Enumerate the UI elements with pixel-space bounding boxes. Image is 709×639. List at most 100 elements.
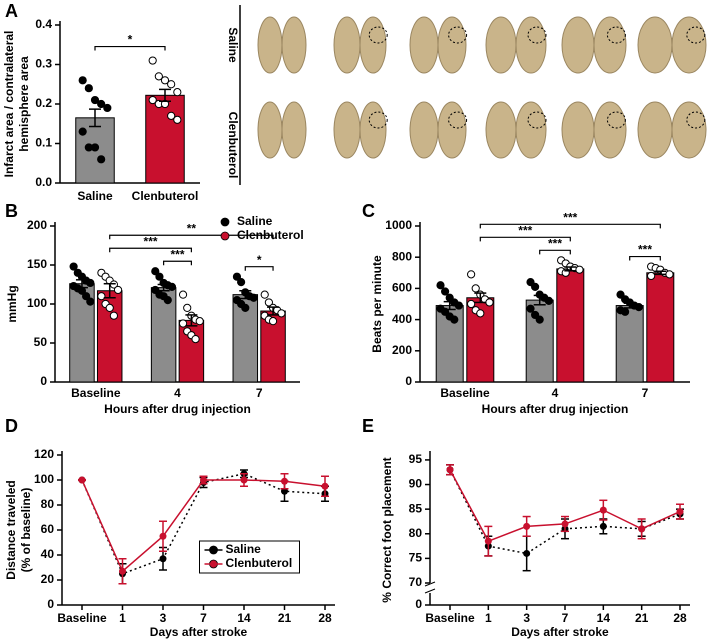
data-point bbox=[167, 282, 177, 291]
x-tick-label: 4 bbox=[174, 386, 181, 400]
significance-bracket bbox=[479, 223, 661, 229]
significance-label: *** bbox=[518, 223, 532, 237]
brain-section bbox=[637, 101, 673, 159]
significance-label: *** bbox=[563, 210, 577, 224]
data-point bbox=[183, 303, 192, 312]
panel-letter: D bbox=[5, 416, 18, 436]
bar bbox=[646, 272, 675, 383]
infarct-outline bbox=[686, 26, 706, 44]
x-tick-label: 7 bbox=[256, 386, 263, 400]
panel-letter: B bbox=[5, 201, 18, 221]
legend-box bbox=[199, 540, 300, 574]
data-point bbox=[264, 298, 273, 307]
significance-label: *** bbox=[170, 247, 184, 261]
y-tick-label: 150 bbox=[27, 257, 47, 271]
y-tick-label: 60 bbox=[41, 522, 55, 536]
marker bbox=[523, 522, 531, 530]
y-axis-label: Distance traveled bbox=[4, 480, 18, 579]
brain-section bbox=[515, 101, 547, 159]
marker bbox=[240, 476, 248, 484]
data-point bbox=[103, 103, 112, 113]
data-point bbox=[155, 272, 164, 281]
image-row-label: Saline bbox=[226, 27, 240, 63]
significance-label: * bbox=[128, 33, 133, 47]
infarct-outline bbox=[448, 26, 468, 44]
x-tick-label: Baseline bbox=[71, 386, 121, 400]
x-tick-label: 7 bbox=[200, 611, 207, 625]
y-axis-label: Infarct area / contralateral bbox=[2, 31, 16, 178]
x-axis-label: Days after stroke bbox=[150, 625, 248, 639]
significance-bracket bbox=[629, 255, 661, 261]
infarct-outline bbox=[368, 26, 388, 44]
y-tick-label: 0 bbox=[40, 374, 47, 388]
marker bbox=[159, 532, 167, 540]
data-point bbox=[454, 301, 463, 310]
infarct-outline bbox=[686, 111, 706, 129]
data-point bbox=[277, 309, 286, 318]
data-point bbox=[97, 155, 106, 164]
y-tick-label: 0.2 bbox=[35, 96, 52, 110]
y-tick-label: 0.0 bbox=[35, 175, 52, 189]
data-point bbox=[191, 335, 200, 344]
data-point bbox=[249, 293, 258, 302]
brain-section bbox=[257, 16, 283, 74]
panel-letter: E bbox=[362, 416, 374, 436]
y-tick-label: 1000 bbox=[385, 218, 412, 232]
brain-section bbox=[281, 101, 307, 159]
data-point bbox=[90, 143, 100, 152]
data-point bbox=[167, 111, 176, 120]
significance-bracket bbox=[163, 260, 192, 266]
x-tick-label: 28 bbox=[318, 611, 332, 625]
legend-label: Saline bbox=[237, 214, 273, 228]
data-point bbox=[86, 278, 95, 288]
axis-break bbox=[424, 581, 436, 587]
significance-bracket bbox=[109, 247, 192, 253]
data-point bbox=[148, 56, 157, 65]
x-axis-label: Hours after drug injection bbox=[104, 402, 251, 416]
marker bbox=[159, 555, 167, 563]
x-tick-label: 3 bbox=[523, 611, 530, 625]
x-tick-label: 1 bbox=[485, 611, 492, 625]
marker bbox=[281, 477, 288, 485]
significance-bracket bbox=[109, 234, 274, 240]
y-axis-label: Beats per minute bbox=[370, 255, 384, 353]
x-tick-label: 7 bbox=[642, 386, 649, 400]
y-tick-label: 50 bbox=[34, 335, 48, 349]
brain-section bbox=[485, 101, 517, 159]
bar bbox=[615, 305, 644, 383]
line bbox=[449, 469, 681, 555]
significance-bracket bbox=[94, 45, 166, 51]
significance-bracket bbox=[479, 236, 571, 242]
significance-bracket bbox=[244, 266, 274, 271]
y-axis-label: hemisphere area bbox=[17, 56, 31, 152]
y-tick-label: 0.4 bbox=[35, 17, 52, 31]
x-tick-label: 21 bbox=[635, 611, 649, 625]
marker bbox=[638, 525, 646, 533]
data-point bbox=[105, 303, 114, 312]
data-point bbox=[544, 296, 553, 305]
data-point bbox=[173, 88, 182, 97]
y-tick-label: 80 bbox=[41, 497, 55, 511]
marker bbox=[599, 522, 607, 530]
y-tick-label: 75 bbox=[409, 551, 423, 565]
y-tick-label: 85 bbox=[409, 501, 423, 515]
data-point bbox=[151, 267, 160, 276]
x-tick-label: 28 bbox=[673, 611, 687, 625]
data-point bbox=[82, 292, 91, 301]
x-tick-label: 14 bbox=[237, 611, 251, 625]
marker bbox=[119, 567, 126, 575]
data-point bbox=[647, 271, 656, 281]
data-point bbox=[621, 307, 630, 316]
y-tick-label: 100 bbox=[34, 472, 54, 486]
y-tick-label: 200 bbox=[27, 218, 47, 232]
brain-images bbox=[257, 16, 707, 159]
panel-letter: A bbox=[5, 1, 18, 21]
data-point bbox=[467, 270, 476, 279]
data-point bbox=[154, 72, 163, 81]
y-tick-label: 100 bbox=[27, 296, 47, 310]
bar bbox=[525, 299, 554, 383]
data-point bbox=[167, 80, 176, 89]
brain-section bbox=[637, 16, 673, 74]
data-point bbox=[90, 95, 100, 105]
y-axis-label: (% of baseline) bbox=[19, 488, 33, 573]
